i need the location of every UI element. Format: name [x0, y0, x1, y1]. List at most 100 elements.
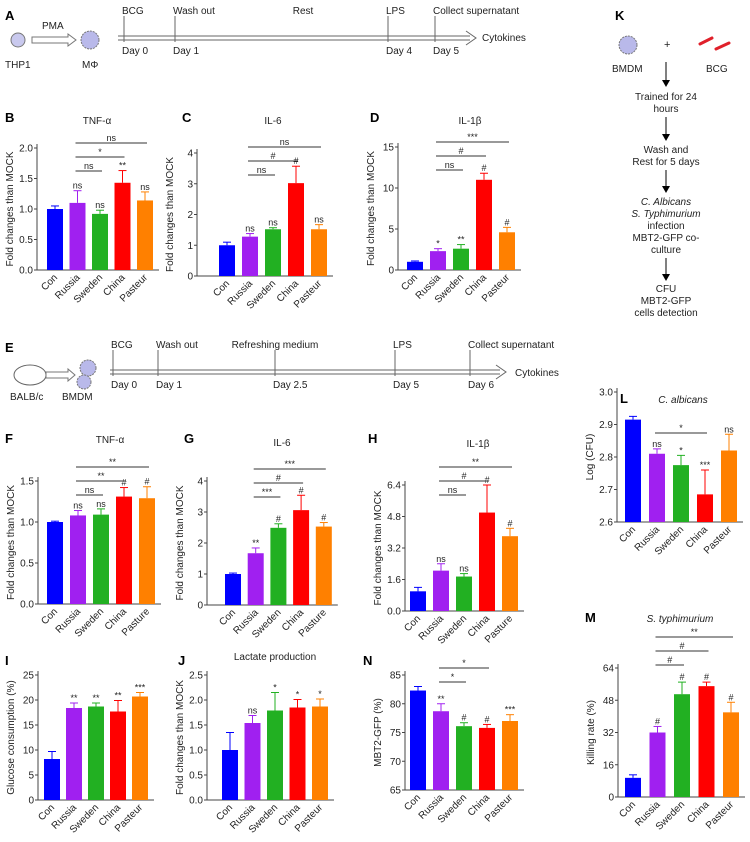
significance-mark: ns	[314, 215, 324, 225]
bracket-label: ns	[448, 485, 458, 495]
y-tick-label: 0.0	[20, 600, 34, 611]
pma-arrow-icon	[31, 33, 77, 47]
significance-mark: ***	[700, 460, 711, 470]
y-tick-label: 1.5	[20, 477, 34, 488]
y-tick-label: 85	[390, 671, 402, 682]
bracket-label: #	[679, 641, 684, 651]
y-tick-label: 1	[187, 241, 193, 252]
panel-letter-j: J	[178, 653, 185, 668]
y-tick-label: 5	[388, 225, 394, 236]
significance-mark: **	[70, 693, 78, 703]
bar-sweden	[453, 248, 469, 270]
y-axis-label: MBT2-GFP (%)	[373, 698, 384, 767]
bar-con	[410, 690, 426, 790]
significance-mark: ***	[505, 705, 516, 715]
significance-mark: #	[484, 714, 489, 724]
y-tick-label: 70	[390, 757, 402, 768]
y-tick-label: 6.4	[387, 481, 401, 492]
y-tick-label: 3	[187, 179, 193, 190]
bracket-label: #	[461, 471, 466, 481]
bar-sweden	[267, 710, 283, 800]
bar-china	[289, 707, 306, 800]
bar-china	[293, 510, 310, 605]
bracket-label: *	[451, 672, 455, 682]
chart-m: 0 16 32 48 64 Killing rate (%) S. typhimurium C…	[586, 614, 745, 833]
y-tick-label: 10	[23, 746, 35, 757]
bar-china	[116, 496, 132, 604]
bar-con	[44, 759, 60, 800]
significance-mark: #	[504, 217, 509, 227]
bar-con	[410, 591, 426, 611]
y-tick-label: 0	[187, 272, 193, 283]
step2-line2: Rest for 5 days	[632, 157, 699, 168]
bracket-label: **	[472, 457, 480, 467]
bracket-label: *	[462, 658, 466, 668]
bracket-label: #	[458, 146, 463, 156]
significance-mark: **	[114, 691, 122, 701]
y-tick-label: 0.5	[20, 559, 34, 570]
bracket-label: **	[97, 471, 105, 481]
bar-sweden	[92, 213, 108, 270]
cytokines-label: Cytokines	[515, 368, 559, 379]
significance-mark: *	[679, 445, 683, 455]
y-tick-label: 1.0	[20, 518, 34, 529]
panel-letters: A B C D E F G H I J N K L M	[5, 8, 628, 668]
significance-mark: ***	[135, 683, 146, 693]
chart-title: TNF-α	[96, 435, 125, 446]
balbc-label: BALB/c	[10, 392, 43, 403]
bar-pasteur	[312, 706, 328, 800]
bcg-icon	[698, 36, 731, 51]
chart-l: 2.6 2.7 2.8 2.9 3.0 Log (CFU) C. albicans Con ns…	[585, 388, 743, 558]
y-tick-label: 15	[383, 143, 395, 154]
x-tick-label: Con	[617, 524, 638, 545]
significance-mark: #	[704, 672, 709, 682]
bar-pasture	[139, 498, 155, 604]
significance-mark: ns	[140, 182, 150, 192]
timeline-event-label: Rest	[293, 6, 314, 17]
bar-pasteur	[137, 200, 153, 270]
panel-letter-c: C	[182, 110, 192, 125]
significance-mark: #	[461, 713, 466, 723]
bracket-label: ***	[284, 459, 295, 469]
bar-pasteur	[311, 229, 327, 276]
bar-con	[47, 209, 63, 270]
bar-russia	[70, 515, 86, 604]
timeline-day-label: Day 0	[111, 380, 138, 391]
y-tick-label: 2.0	[19, 144, 33, 155]
significance-mark: #	[679, 672, 684, 682]
y-axis-label: Fold changes than MOCK	[366, 151, 377, 266]
bar-russia	[649, 453, 665, 522]
timeline-event-label: Collect supernatant	[433, 6, 519, 17]
bmdm-label: BMDM	[612, 64, 643, 75]
significance-mark: ns	[248, 706, 258, 716]
significance-mark: #	[276, 514, 281, 524]
panel-letter-f: F	[5, 431, 13, 446]
y-tick-label: 20	[23, 696, 35, 707]
significance-mark: **	[437, 694, 445, 704]
y-axis-label: Glucose consumption (%)	[6, 680, 17, 795]
bar-russia	[244, 723, 261, 800]
charts: 0.0 0.5 1.0 1.5 2.0 Fold changes than MOCK TNF…	[5, 116, 745, 836]
macrophage-icon	[80, 30, 100, 50]
bar-russia	[649, 732, 666, 797]
bar-china	[479, 727, 495, 790]
significance-mark: *	[436, 239, 440, 249]
y-axis-label: Fold changes than MOCK	[175, 680, 186, 795]
y-tick-label: 2.5	[189, 671, 203, 682]
bracket-label: #	[276, 473, 281, 483]
panel-letter-d: D	[370, 110, 379, 125]
bar-china	[697, 494, 713, 522]
bar-con	[625, 419, 641, 522]
bar-sweden	[270, 527, 287, 605]
step1-line2: hours	[653, 104, 678, 115]
panel-letter-l: L	[620, 391, 628, 406]
timeline-day-label: Day 6	[468, 380, 495, 391]
timeline-day-label: Day 1	[173, 46, 200, 57]
bracket-label: ns	[280, 137, 290, 147]
bar-sweden	[88, 706, 104, 800]
significance-mark: ns	[436, 554, 446, 564]
bmdm-icon	[79, 359, 97, 377]
significance-mark: #	[121, 478, 126, 488]
